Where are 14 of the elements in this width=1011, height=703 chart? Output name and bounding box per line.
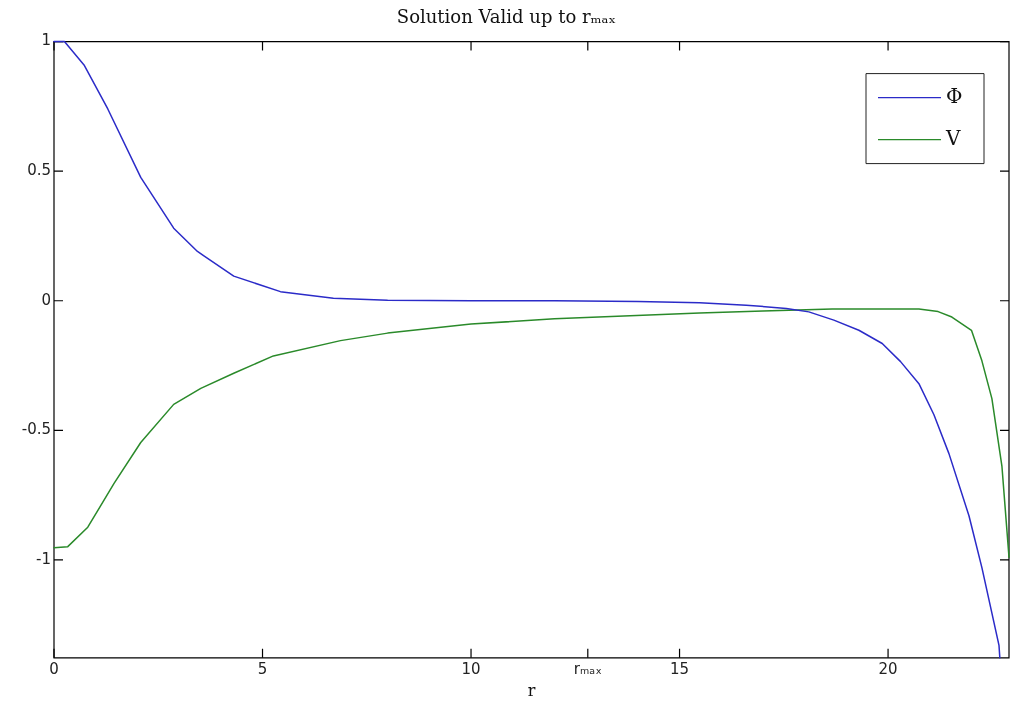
y-tick-label: -1 [36, 549, 51, 568]
chart-title: Solution Valid up to rₘₐₓ [396, 6, 617, 28]
x-tick-label: 10 [461, 659, 481, 678]
x-axis-title: r [527, 680, 536, 700]
y-tick-label: 0.5 [27, 161, 51, 180]
x-tick-label: 5 [257, 659, 268, 678]
y-tick-label: -0.5 [21, 420, 51, 439]
x-tick-label: rₘₐₓ [573, 659, 602, 678]
legend-label: V [945, 125, 961, 150]
x-tick-label: 15 [670, 659, 690, 678]
y-tick-label: 0 [41, 290, 51, 309]
legend-label: Φ [946, 83, 963, 108]
x-tick-label: 20 [878, 659, 898, 678]
y-tick-label: 1 [41, 31, 51, 50]
